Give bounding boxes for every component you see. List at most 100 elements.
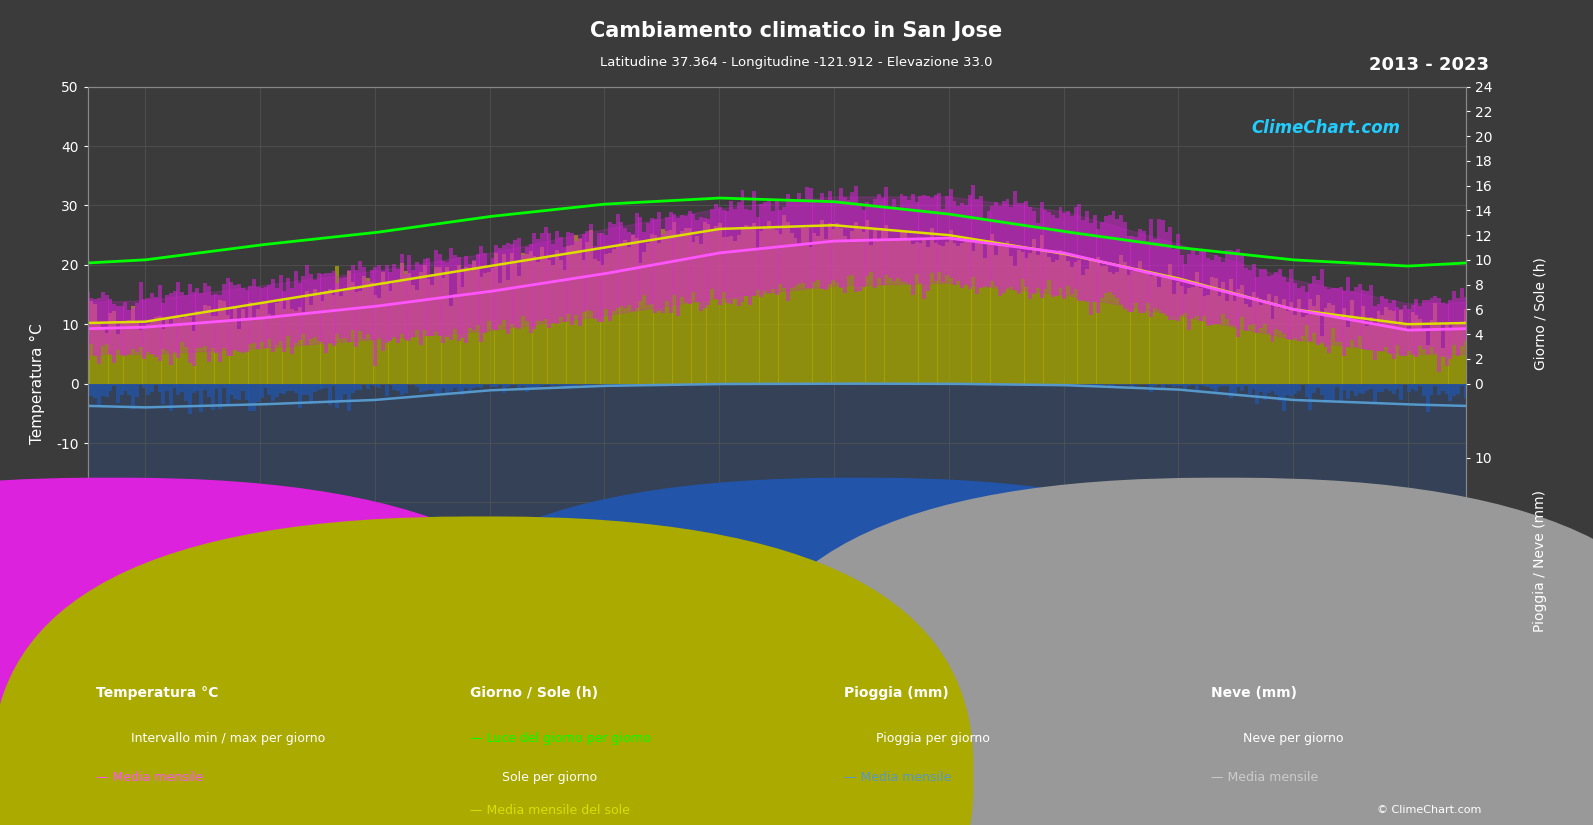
Bar: [207, 285, 210, 362]
Bar: [1206, 257, 1211, 326]
Bar: [911, 244, 914, 384]
Bar: [548, 233, 551, 328]
Bar: [1222, 384, 1225, 386]
Bar: [521, 253, 526, 384]
Bar: [972, 252, 975, 384]
Bar: [237, 284, 241, 351]
Bar: [416, 384, 419, 388]
Bar: [537, 262, 540, 384]
Bar: [703, 222, 707, 384]
Bar: [1258, 305, 1263, 384]
Bar: [89, 301, 94, 384]
Bar: [930, 198, 933, 274]
Bar: [457, 265, 460, 384]
Bar: [127, 320, 131, 384]
Bar: [487, 272, 491, 384]
Bar: [1032, 239, 1035, 384]
Bar: [392, 384, 397, 389]
Bar: [408, 255, 411, 341]
Bar: [1145, 241, 1150, 304]
Bar: [354, 292, 358, 384]
Bar: [714, 226, 718, 384]
Bar: [1263, 304, 1266, 384]
Bar: [1380, 315, 1384, 384]
Bar: [680, 215, 683, 297]
Bar: [358, 262, 362, 332]
Bar: [620, 243, 623, 384]
Bar: [403, 274, 408, 340]
Bar: [1131, 271, 1134, 384]
Bar: [476, 254, 479, 324]
Bar: [124, 301, 127, 356]
Bar: [150, 384, 155, 392]
Bar: [1192, 287, 1195, 384]
Bar: [1047, 257, 1051, 384]
Bar: [215, 316, 218, 384]
Bar: [537, 238, 540, 321]
Bar: [642, 252, 647, 384]
Bar: [1077, 260, 1082, 384]
Bar: [441, 384, 446, 388]
Bar: [937, 192, 941, 272]
Bar: [384, 384, 389, 396]
Bar: [449, 384, 452, 391]
Bar: [172, 291, 177, 352]
Bar: [1225, 301, 1230, 384]
Bar: [339, 384, 342, 400]
Bar: [816, 237, 820, 384]
Bar: [585, 232, 589, 310]
Bar: [320, 301, 325, 384]
Bar: [1354, 384, 1357, 395]
Bar: [306, 291, 309, 384]
Bar: [350, 266, 355, 329]
Bar: [464, 384, 468, 389]
Bar: [1274, 272, 1278, 328]
Bar: [1294, 314, 1297, 384]
Bar: [331, 271, 336, 346]
Bar: [524, 254, 529, 384]
Bar: [233, 384, 237, 399]
Bar: [994, 255, 999, 384]
Bar: [1096, 257, 1101, 384]
Bar: [221, 301, 226, 384]
Bar: [615, 384, 620, 387]
Bar: [507, 280, 510, 384]
Bar: [653, 219, 658, 314]
Bar: [1085, 269, 1090, 384]
Bar: [336, 283, 339, 334]
Bar: [1164, 384, 1169, 385]
Bar: [88, 384, 1466, 681]
Bar: [725, 238, 730, 384]
Bar: [158, 384, 161, 392]
Bar: [578, 239, 581, 384]
Bar: [949, 230, 953, 384]
Bar: [1380, 384, 1384, 393]
Bar: [1058, 250, 1063, 384]
Bar: [191, 292, 196, 365]
Bar: [722, 237, 725, 384]
Bar: [559, 384, 562, 386]
Bar: [620, 384, 623, 385]
Bar: [1319, 336, 1324, 384]
Bar: [658, 243, 661, 384]
Bar: [793, 200, 798, 286]
Bar: [1410, 384, 1415, 389]
Bar: [1142, 230, 1145, 314]
Bar: [188, 318, 191, 384]
Bar: [1126, 236, 1131, 312]
Bar: [601, 233, 604, 322]
Bar: [1161, 276, 1164, 384]
Bar: [585, 242, 589, 384]
Bar: [366, 281, 370, 333]
Bar: [562, 270, 567, 384]
Bar: [1426, 384, 1429, 412]
Bar: [290, 309, 295, 384]
Bar: [457, 384, 460, 392]
Bar: [529, 251, 532, 384]
Bar: [452, 294, 457, 384]
Text: Giorno / Sole (h): Giorno / Sole (h): [470, 686, 597, 700]
Bar: [290, 288, 295, 354]
Bar: [1172, 294, 1176, 384]
Bar: [755, 250, 760, 384]
Bar: [271, 384, 276, 401]
